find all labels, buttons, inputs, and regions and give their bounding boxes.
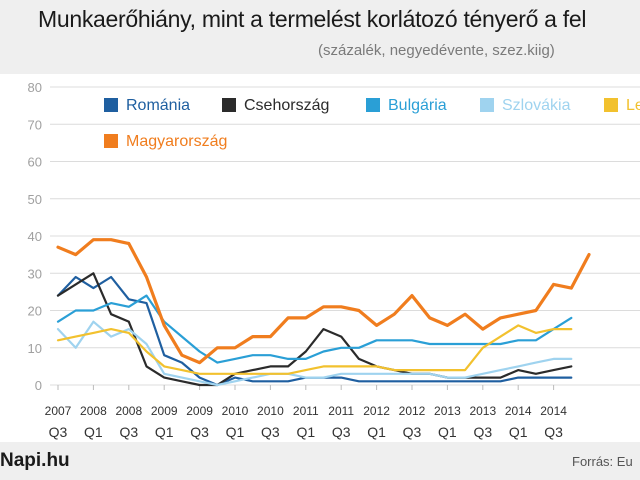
x-tick-year: 2010 [222, 404, 249, 418]
logo-text: Napi.hu [0, 450, 70, 471]
x-tick-quarter: Q3 [261, 424, 280, 440]
series-line [56, 324, 573, 375]
x-tick-year: 2011 [293, 404, 319, 418]
legend-label: Bulgária [388, 97, 447, 114]
x-tick-quarter: Q1 [155, 424, 174, 440]
x-tick-quarter: Q3 [544, 424, 563, 440]
x-tick-quarter: Q1 [438, 424, 457, 440]
series-line [56, 272, 573, 387]
x-tick-year: 2013 [434, 404, 461, 418]
x-tick-year: 2007 [45, 404, 72, 418]
legend-swatch [104, 134, 118, 148]
x-tick-quarter: Q3 [190, 424, 209, 440]
x-tick-year: 2014 [540, 404, 567, 418]
legend-label: Lengyelország [626, 97, 640, 114]
source-note: Forrás: Eu [572, 454, 633, 469]
y-tick-label: 60 [28, 155, 42, 170]
x-tick-quarter: Q3 [403, 424, 422, 440]
legend-swatch [480, 98, 494, 112]
y-axis-ticks: 0 10 20 30 40 50 60 70 80 [28, 80, 42, 393]
x-tick-quarter: Q1 [296, 424, 315, 440]
x-tick-quarter: Q1 [509, 424, 528, 440]
legend-label: Csehország [244, 97, 329, 114]
napi-logo: Napi.hu [0, 450, 70, 472]
y-tick-label: 20 [28, 304, 42, 319]
y-tick-label: 10 [28, 341, 42, 356]
series-line [56, 238, 591, 365]
y-tick-label: 40 [28, 229, 42, 244]
legend-label: Szlovákia [502, 97, 571, 114]
series-lines [56, 238, 591, 387]
x-tick-year: 2012 [399, 404, 426, 418]
legend-swatch [366, 98, 380, 112]
x-tick-quarter: Q1 [84, 424, 103, 440]
x-tick-quarter: Q1 [367, 424, 386, 440]
legend-label: Magyarország [126, 133, 227, 150]
legend-swatch [604, 98, 618, 112]
x-tick-year: 2013 [469, 404, 496, 418]
chart-header: Munkaerőhiány, mint a termelést korlátoz… [0, 0, 640, 74]
x-tick-quarter: Q3 [332, 424, 351, 440]
x-tick-year: 2008 [80, 404, 107, 418]
y-tick-label: 50 [28, 192, 42, 207]
chart-title: Munkaerőhiány, mint a termelést korlátoz… [38, 6, 587, 32]
x-tick-year: 2010 [257, 404, 284, 418]
y-tick-label: 0 [35, 378, 42, 393]
x-tick-year: 2008 [115, 404, 142, 418]
chart-footer: Napi.hu Forrás: Eu [0, 442, 640, 480]
x-axis-ticks: 2007 Q3 2008 Q1 2008 Q3 2009 Q1 2009 Q3 2010 Q1 2010… [45, 385, 567, 440]
legend-swatch [222, 98, 236, 112]
x-tick-year: 2014 [505, 404, 532, 418]
y-tick-label: 30 [28, 266, 42, 281]
x-tick-quarter: Q3 [119, 424, 138, 440]
legend: Románia Csehország Bulgária Szlovákia Lengye… [104, 97, 640, 150]
y-tick-label: 70 [28, 117, 42, 132]
series-line [56, 320, 573, 387]
x-tick-quarter: Q1 [226, 424, 245, 440]
chart-subtitle: (százalék, negyedévente, szez.kiig) [318, 42, 555, 59]
line-chart: 0 10 20 30 40 50 60 70 80 2007 Q3 2008 Q1 2008 Q3 2009… [28, 80, 640, 440]
y-tick-label: 80 [28, 80, 42, 95]
x-tick-quarter: Q3 [49, 424, 68, 440]
series-line [56, 294, 573, 364]
x-tick-quarter: Q3 [473, 424, 492, 440]
x-tick-year: 2011 [328, 404, 354, 418]
x-tick-year: 2009 [186, 404, 213, 418]
x-tick-year: 2009 [151, 404, 178, 418]
x-tick-year: 2012 [363, 404, 390, 418]
legend-label: Románia [126, 97, 190, 114]
legend-swatch [104, 98, 118, 112]
